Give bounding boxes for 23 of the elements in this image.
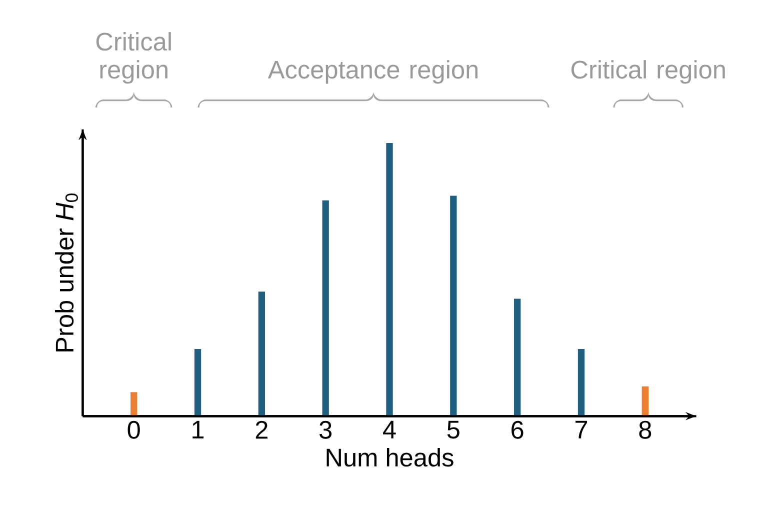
bar: [642, 386, 648, 416]
x-tick-label: 1: [192, 420, 204, 438]
bar: [386, 142, 393, 416]
x-tick-label: 2: [256, 420, 268, 438]
bar: [322, 200, 329, 416]
x-axis-title: Num heads: [326, 448, 454, 466]
text: Acceptance region: [268, 60, 478, 84]
x-tick-label: 6: [512, 420, 524, 439]
text: Critical region: [571, 60, 725, 84]
x-tick-label: 3: [320, 420, 332, 439]
x-tick-label: 0: [128, 420, 140, 439]
text: Critical region: [96, 32, 171, 84]
bar: [578, 348, 585, 416]
bar: [450, 196, 457, 416]
bar: [130, 392, 138, 416]
x-tick-label: 5: [447, 420, 460, 438]
x-tick-label: 8: [639, 420, 652, 439]
y-axis-title: Prob under H$_{0}$: [55, 193, 78, 352]
bar: [258, 292, 266, 416]
x-tick-label: 4: [383, 420, 396, 438]
bar: [514, 298, 521, 416]
bar: [194, 348, 202, 416]
x-tick-label: 7: [576, 420, 588, 438]
